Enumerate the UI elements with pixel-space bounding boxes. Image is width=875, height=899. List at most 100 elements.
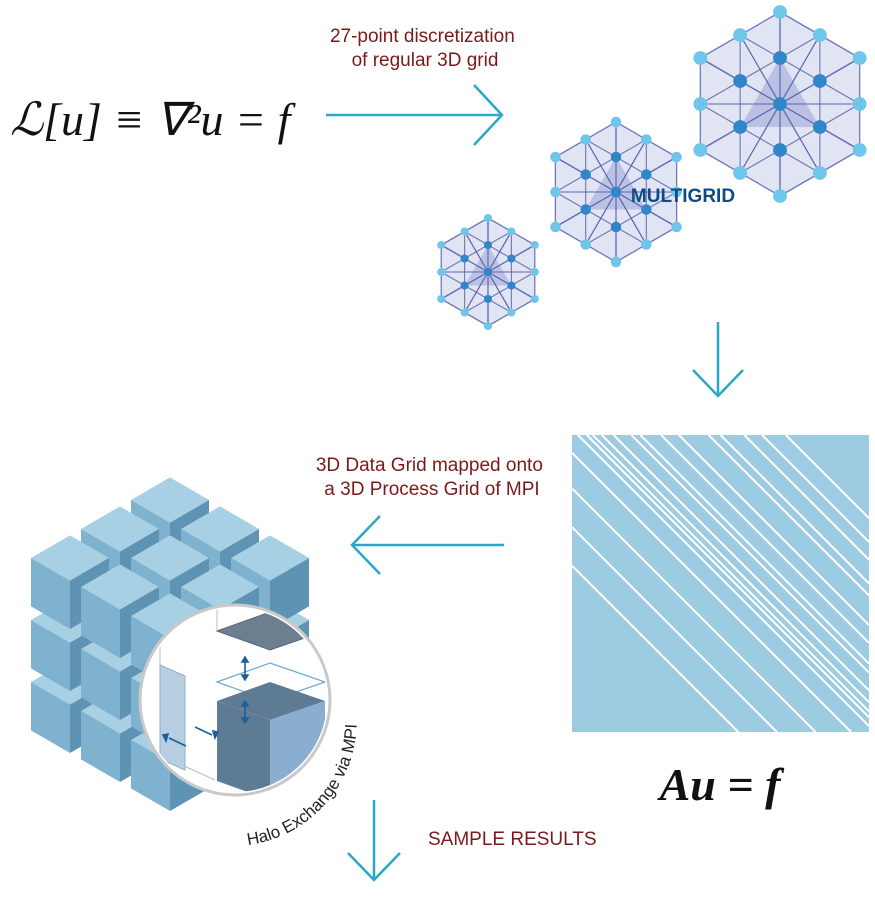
matrix-diagonal [571, 564, 740, 733]
grid-edge [440, 244, 465, 259]
grid-node [693, 51, 708, 65]
grid-node [610, 221, 622, 233]
grid-node [507, 281, 516, 290]
grid-edge [615, 226, 647, 245]
grid-edge [487, 298, 512, 313]
grid-edge [646, 174, 677, 193]
grid-node [460, 281, 469, 290]
grid-edge [819, 80, 860, 105]
grid-edge [615, 139, 647, 158]
grid-node [530, 267, 539, 277]
grid-node [693, 143, 708, 157]
fine-grid-hexagon [693, 5, 867, 203]
grid-node [550, 151, 561, 163]
grid-node [483, 267, 493, 277]
grid-node [773, 143, 787, 157]
grid-edge [585, 209, 617, 228]
grid-node [693, 97, 708, 111]
grid-node [550, 186, 561, 198]
matrix-diagonal [586, 434, 870, 718]
grid-edge [700, 57, 741, 82]
grid-edge [739, 126, 781, 151]
grid-node [580, 134, 591, 145]
matrix-diagonal [577, 434, 870, 727]
grid-edge [779, 149, 821, 174]
grid-node [641, 204, 652, 215]
grid-node [580, 169, 591, 180]
grid-node [812, 74, 827, 88]
coarse-grid-hexagon [437, 213, 539, 331]
grid-node [641, 134, 652, 145]
grid-node [671, 151, 682, 163]
grid-edge [511, 271, 536, 286]
sparse-matrix [571, 434, 870, 733]
grid-edge [585, 226, 617, 245]
matrix-diagonal [639, 434, 870, 665]
grid-edge [646, 191, 677, 210]
caption-sample-results: SAMPLE RESULTS [428, 829, 597, 850]
arrow-down-icon [347, 800, 401, 882]
matrix-diagonal [630, 434, 870, 674]
grid-node [437, 240, 446, 250]
grid-edge [700, 126, 741, 151]
grid-edge [739, 57, 781, 82]
arrow-down-icon [692, 322, 744, 398]
grid-edge [739, 149, 781, 174]
arrow-right-icon [326, 84, 504, 146]
grid-edge [819, 103, 860, 128]
caption-mapping: 3D Data Grid mapped onto a 3D Process Gr… [316, 455, 548, 500]
grid-node [507, 254, 516, 263]
grid-node [610, 256, 622, 268]
grid-edge [700, 103, 741, 128]
medium-grid-hexagon [550, 116, 682, 268]
grid-node [773, 97, 787, 111]
grid-node [773, 51, 787, 65]
grid-node [733, 74, 748, 88]
grid-node [812, 120, 827, 134]
grid-edge [555, 156, 586, 175]
grid-node [610, 186, 622, 198]
grid-node [580, 239, 591, 250]
grid-node [641, 239, 652, 250]
matrix-diagonal [571, 487, 817, 733]
grid-edge [555, 209, 586, 228]
matrix-diagonal [678, 434, 870, 626]
grid-node [437, 294, 446, 304]
grid-edge [555, 191, 586, 210]
grid-node [852, 143, 867, 157]
matrix-diagonal [785, 434, 870, 519]
grid-node [460, 227, 469, 236]
grid-edge [464, 298, 489, 313]
process-cube [81, 564, 159, 658]
grid-node [507, 227, 516, 236]
grid-node [550, 221, 561, 233]
grid-edge [464, 231, 489, 246]
grid-edge [555, 174, 586, 193]
matrix-diagonal [743, 434, 870, 561]
grid-node [733, 28, 748, 42]
grid-node [852, 97, 867, 111]
matrix-diagonal [719, 434, 870, 585]
grid-edge [487, 231, 512, 246]
matrix-diagonal [571, 452, 852, 733]
grid-edge [440, 285, 465, 300]
grid-edge [700, 80, 741, 105]
grid-node [671, 186, 682, 198]
grid-edge [440, 258, 465, 273]
grid-edge [585, 156, 617, 175]
halo-exchange-magnifier: Halo Exchange via MPI [138, 603, 361, 849]
grid-node [483, 294, 493, 304]
grid-edge [511, 258, 536, 273]
grid-edge [464, 244, 489, 259]
grid-node [437, 267, 446, 277]
matrix-diagonal [707, 434, 870, 597]
grid-node [530, 240, 539, 250]
matrix-diagonal [592, 434, 870, 712]
laplace-equation: ℒ[u] ≡ ∇²u = f [10, 94, 297, 145]
grid-node [483, 240, 493, 250]
grid-node [460, 254, 469, 263]
grid-node [671, 221, 682, 233]
matrix-diagonal [761, 434, 870, 543]
grid-node [641, 169, 652, 180]
